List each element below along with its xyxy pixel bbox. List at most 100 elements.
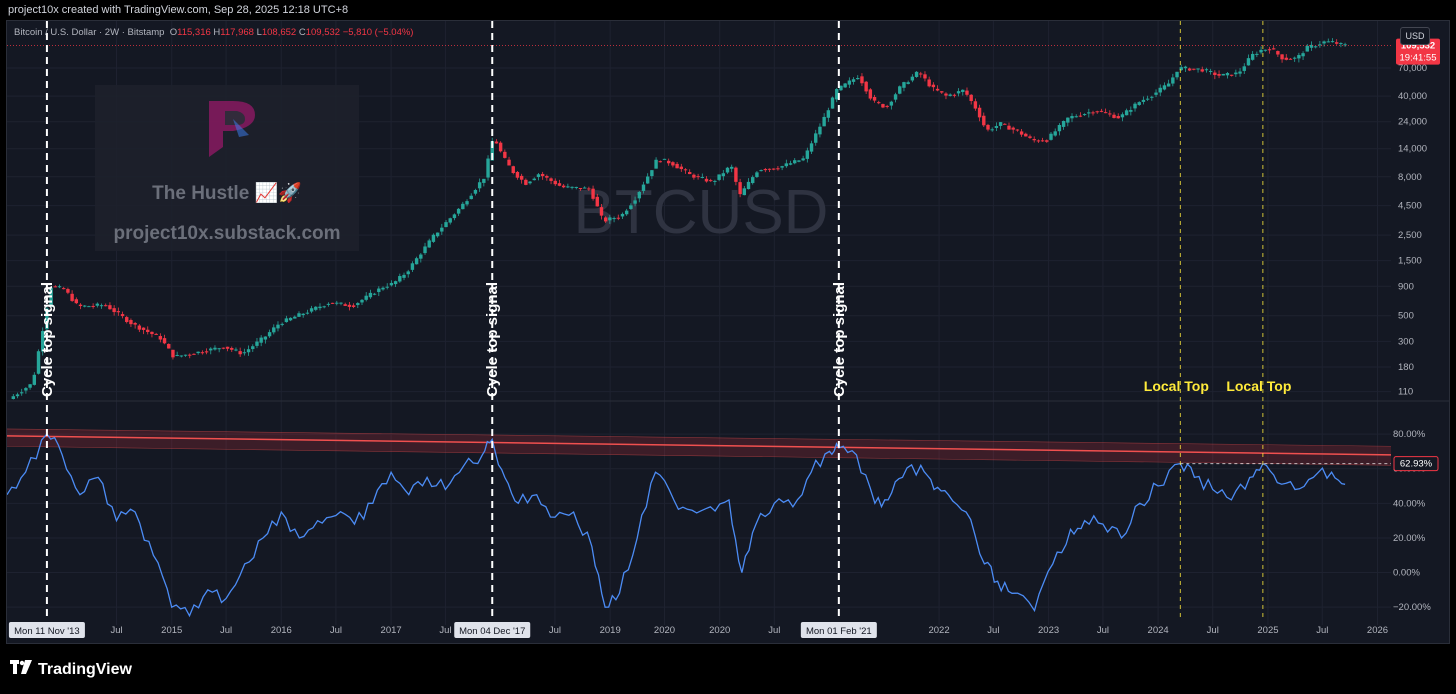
candle-body xyxy=(935,88,940,91)
candle-body xyxy=(259,337,263,343)
candle-body xyxy=(108,305,112,310)
candle-body xyxy=(851,79,856,82)
candle-body xyxy=(902,82,906,88)
candle-body xyxy=(356,303,360,306)
symbol-legend[interactable]: Bitcoin / U.S. Dollar · 2W · Bitstamp O1… xyxy=(14,27,413,38)
candle-body xyxy=(402,274,406,278)
candle-body xyxy=(1082,114,1087,116)
candle-body xyxy=(658,161,662,163)
candle-body xyxy=(1137,102,1141,105)
candle-body xyxy=(759,170,763,172)
candle-body xyxy=(1183,66,1188,69)
oscillator-badge-value: 62.93% xyxy=(1400,459,1433,470)
candle-body xyxy=(385,286,389,288)
candle-body xyxy=(99,305,104,307)
candle-body xyxy=(931,84,936,88)
candle-body xyxy=(477,182,482,189)
candle-body xyxy=(545,175,549,178)
candle-body xyxy=(364,295,368,300)
candle-body xyxy=(645,176,650,184)
candle-body xyxy=(141,327,146,330)
candle-body xyxy=(616,217,620,219)
candle-body xyxy=(104,305,108,307)
candle-body xyxy=(293,316,297,319)
candle-body xyxy=(721,173,726,177)
candle-body xyxy=(221,347,226,349)
time-tick-label: Jul xyxy=(987,625,999,636)
candle-body xyxy=(330,302,335,304)
candle-body xyxy=(923,74,927,79)
candle-body xyxy=(998,122,1003,126)
candle-body xyxy=(1204,69,1209,71)
candle-body xyxy=(171,349,175,358)
candle-body xyxy=(641,184,646,191)
band-lower-edge xyxy=(7,445,1392,466)
candle-body xyxy=(272,327,276,333)
candle-body xyxy=(62,288,66,290)
candle-body xyxy=(986,124,990,130)
candle-body xyxy=(360,299,364,303)
candle-body xyxy=(767,168,772,170)
currency-button[interactable]: USD xyxy=(1400,27,1430,45)
date-badge-label: Mon 01 Feb '21 xyxy=(806,626,872,637)
candle-body xyxy=(419,254,423,259)
candle-body xyxy=(1343,44,1347,46)
candle-body xyxy=(1162,85,1167,90)
candle-body xyxy=(87,306,91,308)
candle-body xyxy=(965,90,969,95)
candle-body xyxy=(200,352,205,354)
candle-body xyxy=(1213,72,1217,76)
candle-body xyxy=(1099,110,1104,112)
candle-body xyxy=(788,163,793,165)
candle-body xyxy=(242,352,247,354)
date-badge-label: Mon 11 Nov '13 xyxy=(14,626,80,637)
candle-body xyxy=(326,303,331,305)
time-tick-label: 2026 xyxy=(1367,625,1388,636)
candle-body xyxy=(1313,46,1318,48)
candle-body xyxy=(1179,67,1183,71)
candle-body xyxy=(662,158,667,160)
candle-body xyxy=(1297,55,1301,59)
candle-body xyxy=(603,217,608,222)
candle-body xyxy=(751,177,755,184)
candle-body xyxy=(1145,98,1150,100)
candle-body xyxy=(1238,71,1242,74)
candle-body xyxy=(196,351,200,354)
candle-body xyxy=(679,166,683,170)
candle-body xyxy=(818,126,822,135)
candle-body xyxy=(1225,73,1230,76)
candle-body xyxy=(389,282,394,286)
candle-body xyxy=(498,142,503,152)
tradingview-logo[interactable]: TradingView xyxy=(10,660,132,679)
candle-body xyxy=(322,306,326,308)
candle-body xyxy=(32,374,37,385)
candle-body xyxy=(423,246,427,254)
candle-body xyxy=(1061,120,1066,127)
candle-body xyxy=(217,348,221,350)
candle-body xyxy=(814,133,818,143)
candle-body xyxy=(1019,131,1024,135)
candle-body xyxy=(234,349,238,351)
candle-body xyxy=(582,187,587,189)
chart-panel[interactable]: The Hustle 📈🚀 project10x.substack.com BTCU… xyxy=(6,20,1450,644)
candle-body xyxy=(83,305,87,307)
candle-body xyxy=(860,76,864,84)
candle-body xyxy=(1284,57,1288,60)
local-top-label: Local Top xyxy=(1226,378,1291,394)
candle-body xyxy=(335,302,339,304)
candle-body xyxy=(675,163,679,169)
candle-body xyxy=(519,175,524,180)
candle-body xyxy=(612,218,616,220)
candle-body xyxy=(314,306,318,310)
candle-body xyxy=(381,287,385,290)
brand-name: The Hustle 📈🚀 xyxy=(152,181,302,204)
candle-body xyxy=(1166,83,1171,87)
candle-body xyxy=(318,306,322,309)
candle-body xyxy=(1158,87,1162,93)
candle-body xyxy=(238,351,242,355)
candle-body xyxy=(456,208,461,214)
price-tick-label: 24,000 xyxy=(1398,117,1427,128)
btc-chart[interactable]: The Hustle 📈🚀 project10x.substack.com BTCU… xyxy=(7,21,1450,644)
candle-body xyxy=(1074,116,1078,118)
candle-body xyxy=(524,179,528,185)
